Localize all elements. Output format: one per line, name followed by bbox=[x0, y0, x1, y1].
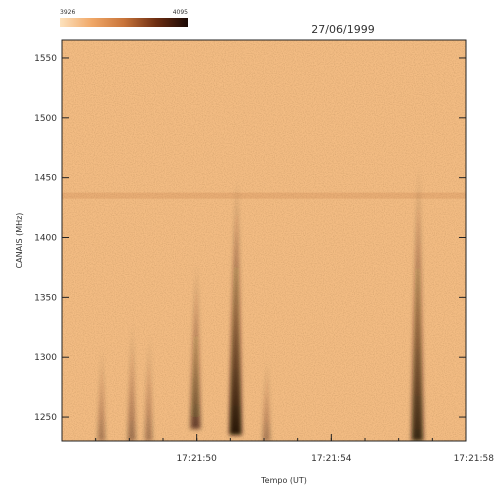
plot-area bbox=[61, 39, 467, 442]
y-tick-label-1400: 1400 bbox=[34, 234, 57, 244]
y-tick-label-1350: 1350 bbox=[34, 293, 57, 303]
y-tick-label-1500: 1500 bbox=[34, 114, 57, 124]
burst-2 bbox=[127, 321, 136, 441]
x-tick-label-2: 17:21:58 bbox=[454, 454, 495, 464]
y-axis-title: CANAIS (MHz) bbox=[15, 213, 24, 269]
colorbar-gradient bbox=[60, 18, 188, 27]
y-tick-label-1250: 1250 bbox=[34, 413, 57, 423]
colorbar-min-label: 3926 bbox=[60, 9, 75, 16]
x-tick-label-0: 17:21:50 bbox=[176, 454, 217, 464]
y-tick-label-1550: 1550 bbox=[34, 54, 57, 64]
burst-6 bbox=[262, 357, 271, 441]
y-tick-label-1450: 1450 bbox=[34, 174, 57, 184]
colorbar-max-label: 4095 bbox=[173, 9, 188, 16]
burst-4 bbox=[190, 261, 201, 430]
spectrogram-features bbox=[62, 165, 466, 441]
y-tick-label-1300: 1300 bbox=[34, 353, 57, 363]
x-axis: 17:21:50 17:21:54 17:21:58 bbox=[61, 434, 495, 464]
spectrogram-noise bbox=[62, 40, 466, 441]
x-tick-label-1: 17:21:54 bbox=[311, 454, 352, 464]
frequency-band-0 bbox=[62, 192, 466, 199]
burst-5 bbox=[229, 177, 242, 436]
burst-7 bbox=[411, 165, 424, 441]
burst-1 bbox=[97, 345, 106, 441]
burst-3 bbox=[144, 333, 153, 441]
x-axis-title: Tempo (UT) bbox=[260, 476, 307, 485]
colorbar: 3926 4095 bbox=[60, 9, 188, 27]
observation-date: 27/06/1999 bbox=[311, 23, 374, 36]
y-axis: 1250 1300 1350 1400 1450 1500 1550 bbox=[34, 54, 466, 423]
